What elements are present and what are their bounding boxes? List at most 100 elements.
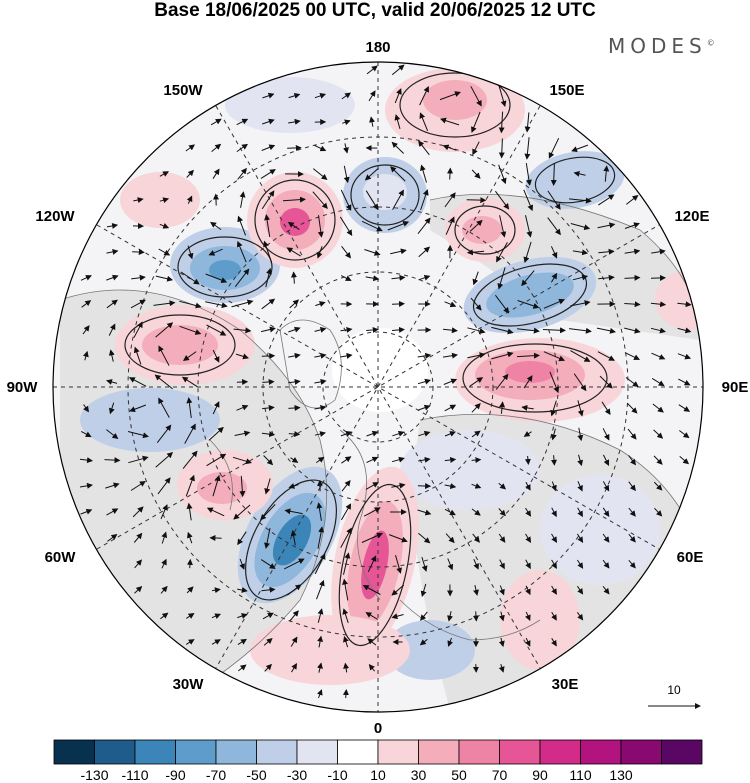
colorbar-swatch — [53, 739, 95, 765]
wind-vector — [525, 481, 531, 491]
wind-vector — [128, 377, 147, 387]
colorbar-swatch — [620, 739, 662, 765]
wind-vector — [130, 480, 146, 491]
wind-vector — [342, 608, 349, 623]
wind-vector — [603, 165, 610, 182]
wind-vector — [237, 167, 247, 180]
wind-vector — [130, 299, 146, 309]
wind-vector — [210, 221, 222, 231]
wind-vector — [180, 271, 200, 285]
colorbar-tick-label: -30 — [287, 767, 307, 783]
wind-vector — [417, 352, 432, 359]
wind-vector — [550, 162, 557, 186]
wind-vector — [419, 85, 429, 106]
wind-vector — [576, 612, 584, 621]
wind-vector — [206, 324, 227, 336]
wind-vector — [496, 242, 508, 263]
wind-vector — [239, 191, 246, 208]
wind-vector — [317, 215, 324, 238]
wind-vector — [445, 216, 455, 235]
wind-vector — [131, 274, 146, 281]
wind-vector — [314, 144, 327, 152]
lon-label-150w: 150W — [163, 82, 203, 99]
colorbar-tick-label: 30 — [411, 767, 427, 783]
wind-vector — [159, 197, 170, 204]
wind-vector — [181, 376, 198, 388]
wind-vector — [550, 455, 557, 466]
wind-vector — [551, 585, 557, 595]
wind-vector — [598, 248, 615, 255]
wind-vector — [262, 378, 275, 385]
wind-vector — [421, 556, 428, 572]
wind-vector — [677, 301, 692, 308]
wind-vector — [471, 508, 481, 516]
wind-vector — [182, 351, 197, 361]
wind-vector — [339, 216, 353, 236]
wind-vector — [289, 610, 299, 622]
wind-vector — [472, 611, 479, 622]
wind-vector — [261, 352, 276, 359]
wind-vector — [155, 452, 174, 468]
wind-vector — [314, 404, 327, 411]
wind-vector — [289, 299, 300, 309]
wind-vector — [211, 143, 222, 152]
wind-vector — [105, 482, 120, 489]
wind-vector — [159, 223, 170, 229]
wind-vector — [261, 298, 276, 310]
wind-vector — [366, 430, 379, 437]
wind-vector — [499, 585, 505, 596]
wind-vector — [212, 587, 221, 594]
wind-vector — [186, 502, 193, 521]
lon-label-180: 180 — [365, 39, 390, 56]
wind-vector — [317, 635, 324, 648]
colorbar-tick-label: -10 — [327, 767, 347, 783]
wind-vector — [390, 166, 406, 182]
wind-vector — [517, 300, 540, 309]
wind-vector — [133, 346, 142, 365]
colorbar-tick-label: 110 — [569, 767, 592, 783]
wind-vector — [569, 197, 592, 204]
wind-vector — [547, 217, 561, 236]
wind-vector — [678, 378, 691, 386]
wind-vector — [158, 397, 170, 418]
wind-vector — [570, 350, 591, 362]
wind-vector — [288, 483, 299, 489]
wind-vector — [597, 351, 615, 361]
wind-vector — [543, 351, 566, 362]
colorbar-swatch — [661, 739, 703, 765]
wind-vector — [525, 559, 531, 570]
wind-vector — [210, 118, 222, 126]
wind-vector — [391, 141, 405, 154]
wind-vector — [471, 430, 481, 438]
wind-vector — [262, 92, 275, 99]
colorbar: -130 -110 -90 -70 -50 -30 -10 10 30 50 70 90 110 130 — [53, 739, 703, 783]
wind-vector — [106, 248, 119, 255]
wind-vector — [288, 118, 301, 125]
wind-vector — [263, 637, 273, 646]
wind-vector — [260, 504, 276, 521]
wind-vector — [444, 431, 456, 437]
wind-vector — [155, 275, 174, 282]
wind-vector — [542, 327, 566, 334]
wind-vector — [491, 351, 514, 360]
wind-vector — [653, 481, 663, 491]
wind-vector — [525, 215, 533, 238]
wind-vector — [391, 300, 405, 307]
wind-vector — [392, 430, 405, 437]
wind-vector — [128, 455, 149, 464]
wind-vector — [548, 137, 560, 159]
wind-vector — [367, 555, 377, 573]
map-border — [52, 61, 704, 713]
wind-vector — [341, 456, 352, 464]
wind-vector — [237, 638, 247, 646]
wind-vector — [471, 402, 481, 413]
wind-vector — [653, 429, 664, 439]
wind-vector — [417, 378, 431, 385]
wind-vector — [628, 559, 636, 569]
wind-vector — [342, 119, 351, 126]
wind-vector — [471, 169, 481, 179]
wind-vector — [365, 275, 380, 282]
colorbar-swatch — [499, 739, 541, 765]
wind-vector — [264, 663, 272, 672]
wind-vector — [108, 402, 115, 415]
